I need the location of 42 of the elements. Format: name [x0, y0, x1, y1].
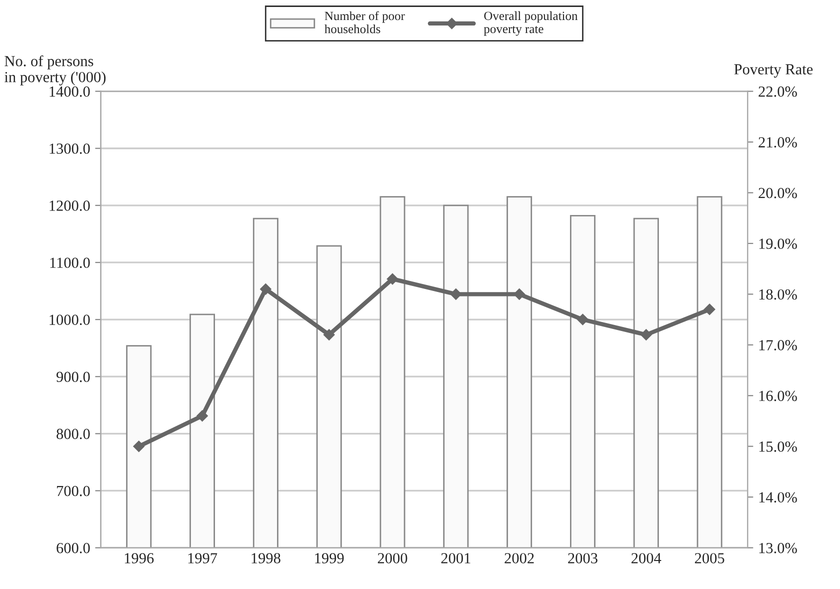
y2-tick-label: 20.0% — [758, 188, 797, 198]
point — [133, 440, 144, 452]
y-tick-label: 600.0 — [56, 542, 90, 554]
x-tick-label: 2004 — [632, 553, 662, 564]
point — [260, 283, 272, 295]
y-tick-label: 900.0 — [56, 372, 90, 382]
x-tick-label: 2000 — [378, 553, 408, 564]
y2-tick-label: 18.0% — [759, 289, 797, 300]
y-tick-label: 800.0 — [56, 428, 90, 440]
x-tick-label: 1996 — [124, 553, 154, 564]
y2-tick-label: 13.0% — [759, 542, 797, 554]
legend-label: Number of poor households — [324, 11, 405, 34]
point — [514, 288, 525, 300]
y-tick-label: 700.0 — [57, 486, 90, 496]
point — [577, 314, 588, 326]
y2-axis-title: Poverty Rate — [734, 64, 813, 78]
point — [640, 329, 652, 340]
y2-tick-label: 14.0% — [759, 492, 797, 503]
y-tick-label: 1400.0 — [50, 86, 90, 97]
y2-tick-label: 15.0% — [759, 441, 797, 452]
y-tick-label: 1200.0 — [50, 200, 90, 211]
y-tick-label: 1100.0 — [50, 258, 90, 268]
point — [323, 329, 335, 340]
y2-tick-label: 17.0% — [759, 340, 797, 350]
point — [704, 304, 716, 315]
y-tick-label: 1300.0 — [50, 143, 90, 154]
y2-tick-label: 22.0% — [758, 86, 797, 97]
x-tick-label: 2005 — [694, 553, 724, 564]
y-axis-title: No. of persons in poverty ('000) — [4, 55, 106, 86]
y2-tick-label: 21.0% — [758, 137, 797, 148]
legend-label: Overall population poverty rate — [484, 11, 578, 36]
point — [196, 410, 208, 422]
point — [386, 273, 398, 285]
x-tick-label: 2001 — [441, 553, 470, 564]
x-tick-label: 2003 — [568, 553, 598, 564]
y-tick-label: 1000.0 — [50, 314, 90, 326]
x-tick-label: 2002 — [504, 553, 534, 564]
x-tick-label: 1999 — [315, 553, 344, 564]
x-tick-label: 1997 — [188, 553, 218, 564]
y2-tick-label: 19.0% — [759, 238, 797, 249]
y2-tick-label: 16.0% — [759, 390, 797, 402]
x-tick-label: 1998 — [252, 553, 280, 564]
